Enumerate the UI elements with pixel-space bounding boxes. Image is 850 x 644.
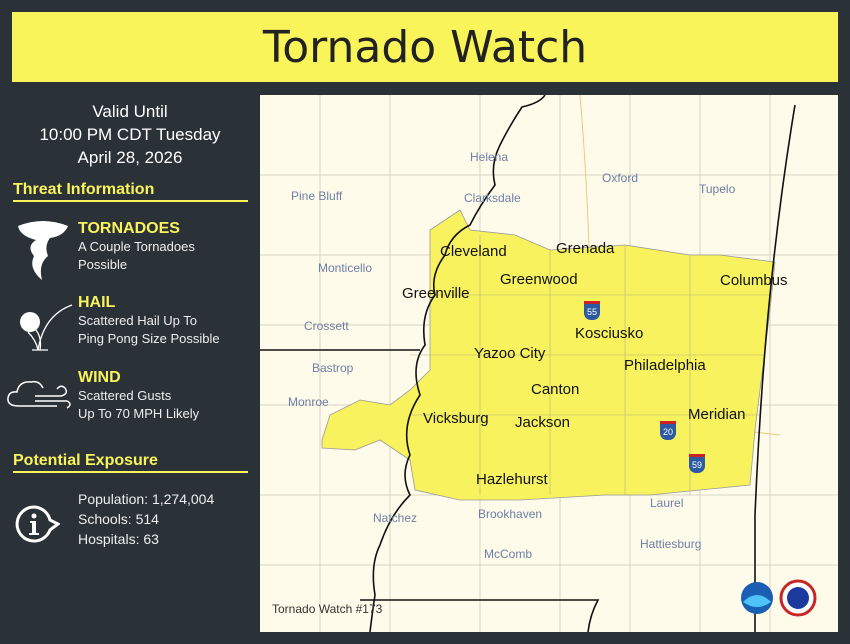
threat-title: HAIL bbox=[78, 294, 116, 311]
city-label: Bastrop bbox=[312, 361, 354, 375]
watch-city-label: Meridian bbox=[688, 406, 746, 423]
threat-heading: Threat Information bbox=[13, 181, 248, 202]
info-icon bbox=[15, 505, 60, 543]
city-label: McComb bbox=[484, 547, 533, 561]
page-title: Tornado Watch bbox=[262, 21, 588, 73]
valid-label: Valid Until bbox=[92, 102, 168, 121]
interstate-shield: 59 bbox=[689, 454, 705, 473]
threat-wind: WIND Scattered Gusts Up To 70 MPH Likely bbox=[78, 369, 199, 423]
watch-number: Tornado Watch #173 bbox=[272, 602, 383, 616]
city-label: Pine Bluff bbox=[291, 189, 343, 203]
noaa-nws-logos bbox=[741, 579, 817, 617]
city-label: Crossett bbox=[304, 319, 349, 333]
threat-desc: Scattered Hail Up To bbox=[78, 313, 197, 328]
city-label: Tupelo bbox=[699, 182, 736, 196]
watch-map: Helena Oxford Tupelo Pine Bluff Clarksda… bbox=[260, 95, 838, 632]
state-borders bbox=[260, 95, 796, 632]
city-label: Monroe bbox=[288, 395, 329, 409]
watch-city-label: Cleveland bbox=[440, 243, 507, 260]
watch-city-label: Hazlehurst bbox=[476, 471, 548, 488]
watch-city-label: Vicksburg bbox=[423, 410, 489, 427]
valid-time: 10:00 PM CDT Tuesday bbox=[39, 125, 221, 144]
watch-city-label: Jackson bbox=[515, 414, 571, 431]
city-label: Monticello bbox=[318, 261, 373, 275]
valid-until: Valid Until 10:00 PM CDT Tuesday April 2… bbox=[0, 100, 260, 169]
exposure-heading: Potential Exposure bbox=[13, 452, 248, 473]
watch-city-label: Philadelphia bbox=[624, 357, 706, 374]
city-label: Natchez bbox=[373, 511, 418, 525]
watch-city-label: Columbus bbox=[720, 272, 788, 289]
population: Population: 1,274,004 bbox=[78, 491, 215, 507]
valid-date: April 28, 2026 bbox=[77, 148, 183, 167]
threat-desc: Up To 70 MPH Likely bbox=[78, 406, 200, 421]
threat-desc: Ping Pong Size Possible bbox=[78, 331, 220, 346]
exposure-stats: Population: 1,274,004 Schools: 514 Hospi… bbox=[78, 489, 214, 549]
tornado-icon bbox=[18, 221, 68, 280]
city-label: Clarksdale bbox=[464, 191, 521, 205]
interstate-shield: 55 bbox=[584, 301, 600, 320]
city-label: Brookhaven bbox=[478, 507, 543, 521]
threat-desc: Scattered Gusts bbox=[78, 388, 172, 403]
threat-title: TORNADOES bbox=[78, 220, 180, 237]
schools: Schools: 514 bbox=[78, 511, 159, 527]
threat-desc: A Couple Tornadoes bbox=[78, 239, 195, 254]
watch-city-label: Yazoo City bbox=[474, 345, 546, 362]
watch-city-label: Canton bbox=[531, 381, 580, 398]
threat-title: WIND bbox=[78, 369, 121, 386]
city-label: Hattiesburg bbox=[640, 537, 702, 551]
threat-hail: HAIL Scattered Hail Up To Ping Pong Size… bbox=[78, 294, 220, 348]
city-label: Helena bbox=[470, 150, 509, 164]
watch-city-label: Grenada bbox=[556, 240, 615, 257]
city-label: Oxford bbox=[602, 171, 639, 185]
watch-city-label: Greenville bbox=[402, 285, 470, 302]
hospitals: Hospitals: 63 bbox=[78, 531, 159, 547]
hail-icon bbox=[20, 304, 73, 351]
interstate-shield: 20 bbox=[660, 421, 676, 440]
wind-icon bbox=[7, 380, 71, 409]
watch-city-label: Greenwood bbox=[500, 271, 578, 288]
threat-tornadoes: TORNADOES A Couple Tornadoes Possible bbox=[78, 220, 195, 274]
title-banner: Tornado Watch bbox=[12, 12, 838, 82]
watch-city-label: Kosciusko bbox=[575, 325, 644, 342]
threat-desc: Possible bbox=[78, 257, 128, 272]
city-label: Laurel bbox=[650, 496, 684, 510]
